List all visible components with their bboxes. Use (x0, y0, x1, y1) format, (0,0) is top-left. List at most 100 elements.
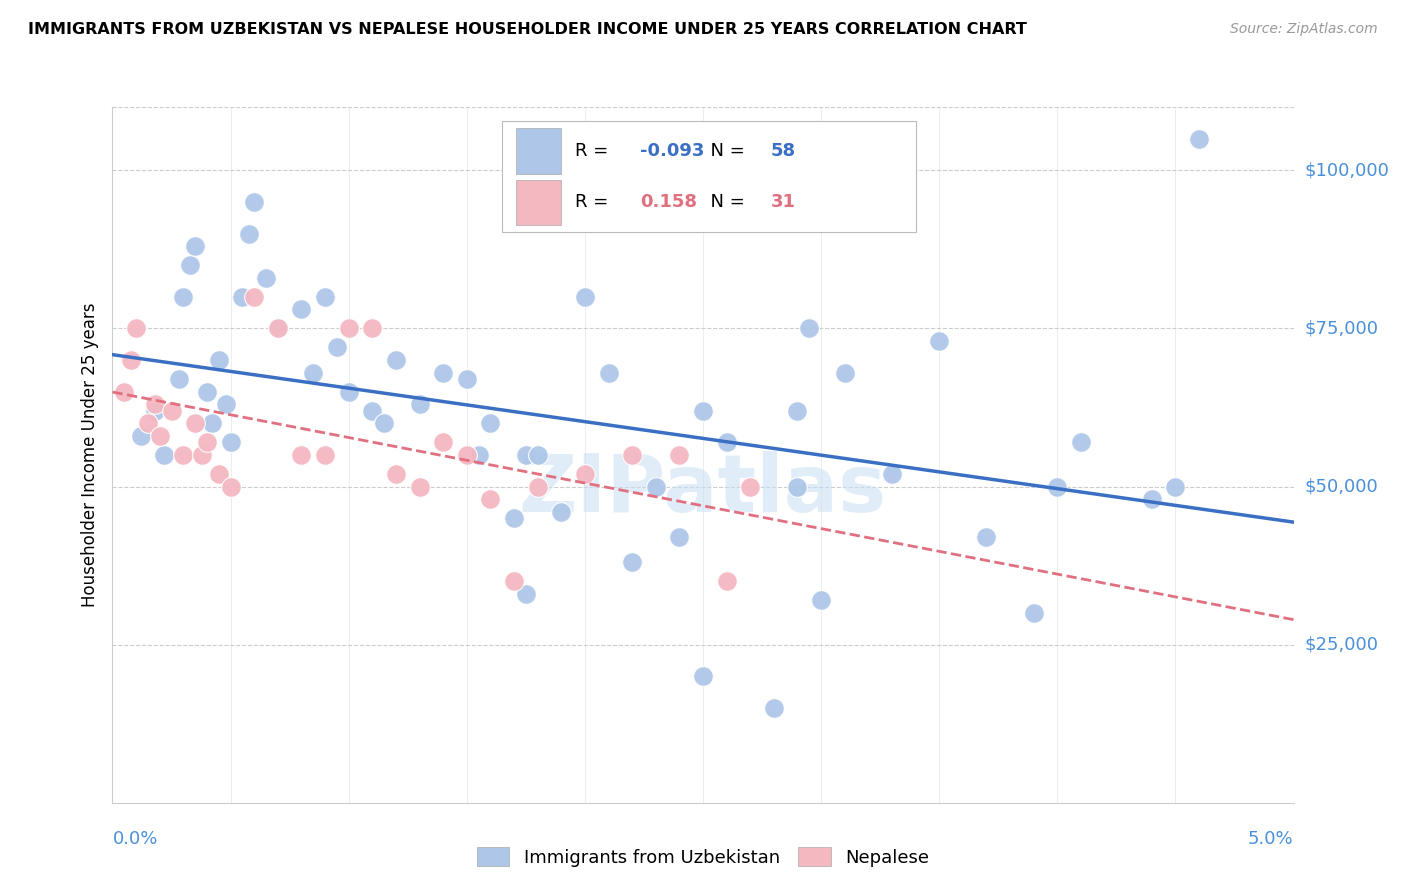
Point (762, 701, 785, 715)
Point (976, 530, 998, 544)
Point (716, 435, 738, 450)
Point (692, 403, 714, 417)
Point (928, 334, 950, 348)
Point (290, 302, 312, 317)
Point (184, 239, 207, 253)
Point (1140, 492, 1163, 507)
Point (290, 448, 312, 462)
Point (479, 492, 502, 507)
Text: R =: R = (575, 142, 614, 160)
Point (160, 403, 183, 417)
Point (195, 435, 218, 450)
Point (243, 194, 266, 209)
Point (479, 417, 502, 431)
Text: IMMIGRANTS FROM UZBEKISTAN VS NEPALESE HOUSEHOLDER INCOME UNDER 25 YEARS CORRELA: IMMIGRANTS FROM UZBEKISTAN VS NEPALESE H… (28, 22, 1026, 37)
Point (385, 467, 408, 481)
Point (184, 417, 207, 431)
Text: 31: 31 (770, 194, 796, 211)
Text: $100,000: $100,000 (1305, 161, 1389, 179)
Point (143, 403, 166, 417)
Point (408, 479, 430, 493)
Point (515, 587, 537, 601)
Point (143, 397, 166, 411)
Text: 0.158: 0.158 (640, 194, 697, 211)
Point (880, 467, 903, 481)
Point (326, 340, 349, 354)
Point (526, 448, 548, 462)
Point (267, 321, 290, 335)
Point (219, 435, 242, 450)
Point (456, 448, 478, 462)
Point (149, 429, 172, 443)
Point (172, 448, 194, 462)
Point (786, 479, 808, 493)
Point (302, 366, 325, 380)
Text: -0.093: -0.093 (640, 142, 704, 160)
Text: 58: 58 (770, 142, 796, 160)
Point (231, 290, 253, 304)
Point (314, 448, 336, 462)
Point (526, 479, 548, 493)
Point (598, 366, 620, 380)
Point (668, 530, 690, 544)
Point (834, 366, 856, 380)
Text: ZIPatlas: ZIPatlas (519, 450, 887, 529)
Point (112, 384, 135, 399)
Text: N =: N = (699, 142, 751, 160)
Text: N =: N = (699, 194, 751, 211)
Point (172, 290, 194, 304)
Point (574, 290, 596, 304)
Point (503, 574, 526, 589)
Point (408, 397, 430, 411)
Point (810, 593, 832, 607)
Legend: Immigrants from Uzbekistan, Nepalese: Immigrants from Uzbekistan, Nepalese (470, 840, 936, 874)
Point (201, 417, 224, 431)
Point (621, 448, 644, 462)
Point (432, 435, 454, 450)
Text: R =: R = (575, 194, 614, 211)
Point (208, 467, 231, 481)
Point (238, 227, 260, 241)
Point (621, 556, 644, 570)
Text: 5.0%: 5.0% (1249, 830, 1294, 847)
Point (153, 448, 176, 462)
Point (385, 353, 408, 368)
Point (799, 321, 821, 335)
FancyBboxPatch shape (502, 121, 915, 232)
Point (191, 448, 214, 462)
Point (129, 429, 152, 443)
Point (167, 372, 190, 386)
Point (692, 669, 714, 683)
Point (361, 321, 384, 335)
Point (267, 321, 290, 335)
Point (1070, 435, 1092, 450)
Point (515, 448, 537, 462)
Point (361, 403, 384, 417)
Point (644, 479, 666, 493)
Point (1188, 131, 1211, 145)
Point (243, 290, 266, 304)
Point (503, 511, 526, 525)
Point (314, 290, 336, 304)
Bar (516, 179, 561, 225)
Point (456, 372, 478, 386)
Bar (516, 128, 561, 174)
Y-axis label: Householder Income Under 25 years: Householder Income Under 25 years (80, 302, 98, 607)
Point (550, 505, 572, 519)
Text: Source: ZipAtlas.com: Source: ZipAtlas.com (1230, 22, 1378, 37)
Point (337, 384, 360, 399)
Point (574, 467, 596, 481)
Point (373, 417, 395, 431)
Point (195, 384, 218, 399)
Point (716, 574, 738, 589)
Point (467, 448, 489, 462)
Text: $25,000: $25,000 (1305, 636, 1379, 654)
Point (208, 353, 231, 368)
Point (179, 258, 201, 272)
Point (219, 479, 242, 493)
Point (668, 448, 690, 462)
Point (1164, 479, 1187, 493)
Point (337, 321, 360, 335)
Point (740, 479, 762, 493)
Point (125, 321, 148, 335)
